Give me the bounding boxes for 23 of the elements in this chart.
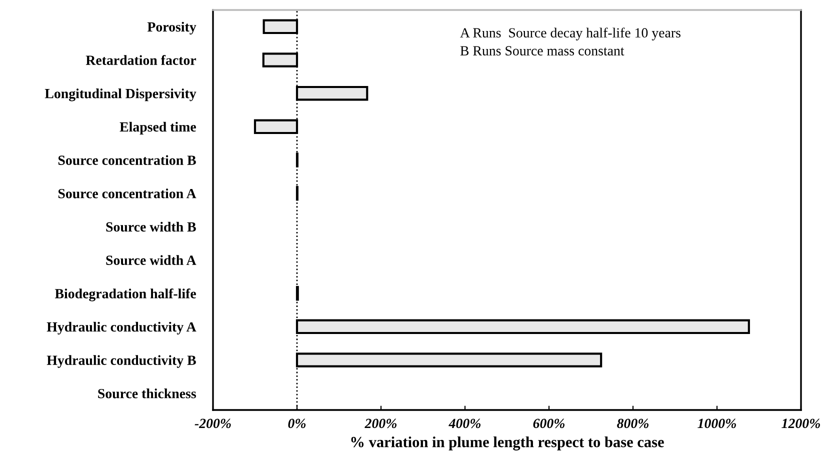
y-tick-label: Source thickness [98,388,196,398]
y-tick-label: Hydraulic conductivity A [46,322,196,334]
x-tick-label: 1200% [782,418,820,428]
y-tick-label: Source concentration A [58,188,196,198]
x-tick-label: 200% [364,418,396,428]
x-tick-label: -200% [194,418,231,428]
y-tick-label: Biodegradation half-life [54,288,196,302]
y-tick-label: Source width B [106,222,196,232]
y-tick-label: Hydraulic conductivity B [46,355,196,368]
x-tick-label: 600% [533,418,564,428]
x-tick-label: 1000% [698,418,736,428]
annotation: B Runs Source mass constant [460,46,624,56]
y-tick-label: Source concentration B [58,155,196,165]
x-tick-label: 400% [448,418,480,428]
x-tick-label: 0% [288,418,306,428]
x-tick-label: 800% [617,418,648,428]
annotation: A Runs Source decay half-life 10 years [460,28,680,40]
y-tick-label: Source width A [106,255,196,265]
y-tick-label: Longitudinal Dispersivity [44,88,196,102]
y-tick-label: Porosity [147,22,196,34]
x-axis-title: % variation in plume length respect to base case [351,436,664,450]
y-tick-label: Retardation factor [86,55,196,65]
y-tick-label: Elapsed time [120,122,196,134]
